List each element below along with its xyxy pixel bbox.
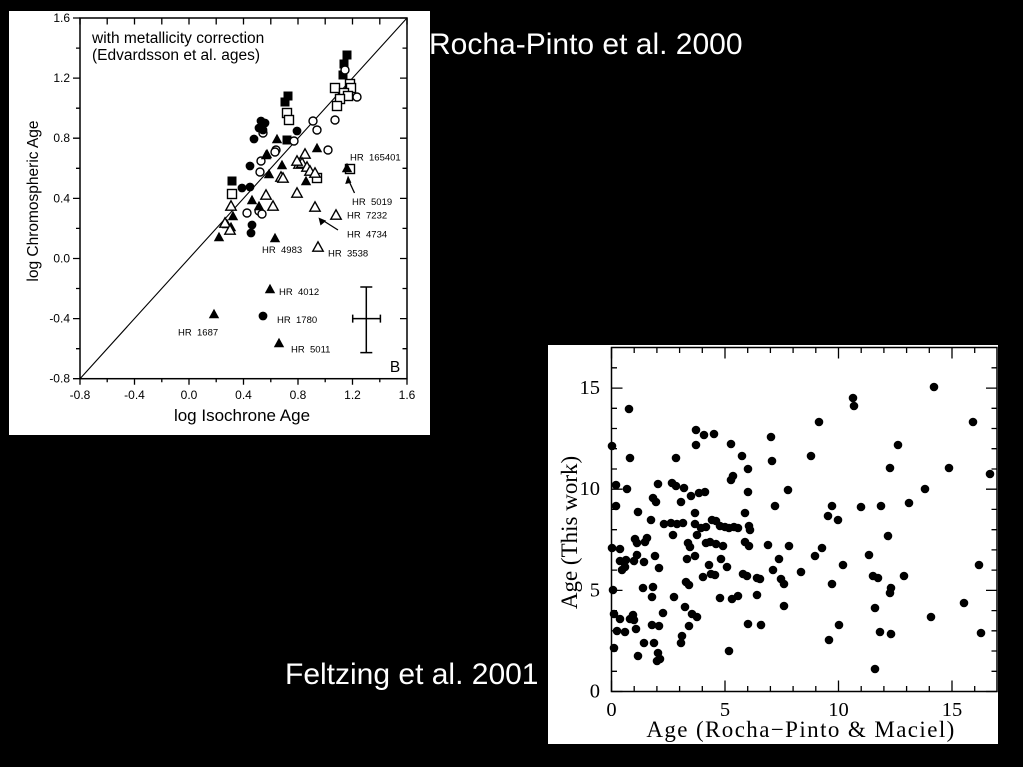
svg-text:0.0: 0.0 [181, 388, 198, 402]
svg-text:1.6: 1.6 [399, 388, 416, 402]
svg-text:B: B [390, 359, 400, 376]
svg-text:1.2: 1.2 [344, 388, 361, 402]
svg-text:15: 15 [580, 377, 601, 399]
svg-text:0: 0 [590, 681, 600, 703]
svg-text:HR 5011: HR 5011 [291, 345, 330, 356]
svg-text:HR 165401: HR 165401 [350, 153, 401, 164]
svg-text:1.6: 1.6 [53, 11, 70, 25]
svg-text:0.4: 0.4 [235, 388, 252, 402]
svg-text:HR 4734: HR 4734 [347, 229, 387, 240]
svg-text:0.0: 0.0 [53, 252, 70, 266]
svg-text:-0.4: -0.4 [49, 312, 70, 326]
svg-text:1.2: 1.2 [53, 71, 70, 85]
svg-text:Age (Rocha−Pinto & Maciel): Age (Rocha−Pinto & Maciel) [646, 717, 955, 742]
svg-text:15: 15 [942, 699, 963, 721]
svg-text:0: 0 [606, 699, 616, 721]
svg-text:0.8: 0.8 [53, 131, 70, 145]
svg-text:0.8: 0.8 [290, 388, 307, 402]
svg-text:0.4: 0.4 [53, 191, 70, 205]
svg-text:HR 1687: HR 1687 [178, 328, 218, 339]
svg-text:HR 4012: HR 4012 [279, 287, 319, 298]
svg-text:HR 5019: HR 5019 [352, 197, 392, 208]
svg-text:5: 5 [720, 699, 730, 721]
svg-text:-0.4: -0.4 [124, 388, 145, 402]
svg-text:HR 3538: HR 3538 [328, 249, 368, 260]
svg-text:log Isochrone Age: log Isochrone Age [174, 406, 310, 425]
svg-text:-0.8: -0.8 [70, 388, 91, 402]
svg-text:HR 7232: HR 7232 [347, 211, 387, 222]
svg-text:10: 10 [580, 478, 601, 500]
svg-text:HR 4983: HR 4983 [262, 245, 302, 256]
svg-text:-0.8: -0.8 [49, 372, 70, 386]
svg-text:10: 10 [828, 699, 849, 721]
svg-text:log Chromospheric Age: log Chromospheric Age [25, 120, 42, 281]
svg-text:with metallicity correction: with metallicity correction [91, 30, 264, 47]
svg-text:Age (This work): Age (This work) [557, 456, 582, 609]
svg-text:5: 5 [590, 579, 600, 601]
svg-text:(Edvardsson et al. ages): (Edvardsson et al. ages) [92, 47, 260, 64]
svg-text:HR 1780: HR 1780 [277, 315, 317, 326]
